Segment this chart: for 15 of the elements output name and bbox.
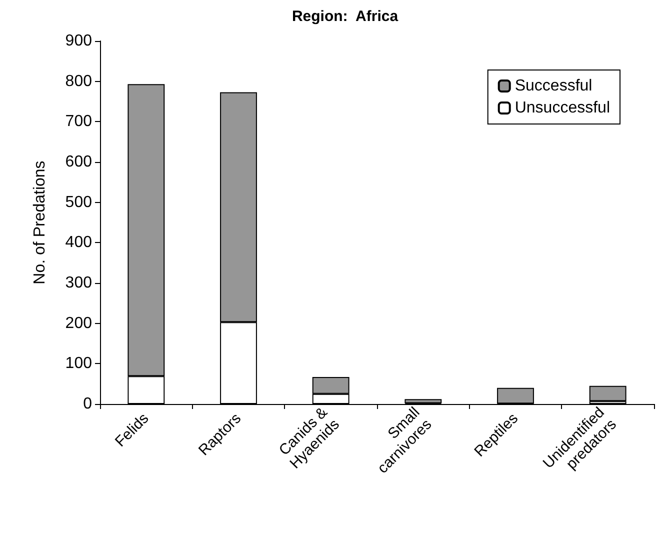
y-tick-label: 500: [65, 194, 92, 211]
legend-label: Unsuccessful: [514, 100, 610, 116]
bar: [589, 386, 626, 402]
y-tick-label: 700: [65, 113, 92, 130]
y-tick-label: 100: [65, 355, 92, 372]
y-tick-label: 600: [65, 154, 92, 170]
y-tick-label: 800: [65, 72, 92, 90]
chart-title: Region: Africa: [292, 8, 399, 25]
y-axis-title: No. of Predations: [32, 160, 48, 284]
y-tick-label: 400: [65, 234, 92, 252]
y-tick-label: 300: [65, 274, 92, 292]
y-tick-label: 900: [65, 32, 92, 50]
y-tick-label: 200: [65, 314, 92, 332]
legend-label: Successful: [514, 78, 592, 94]
y-tick-label: 0: [83, 396, 92, 412]
